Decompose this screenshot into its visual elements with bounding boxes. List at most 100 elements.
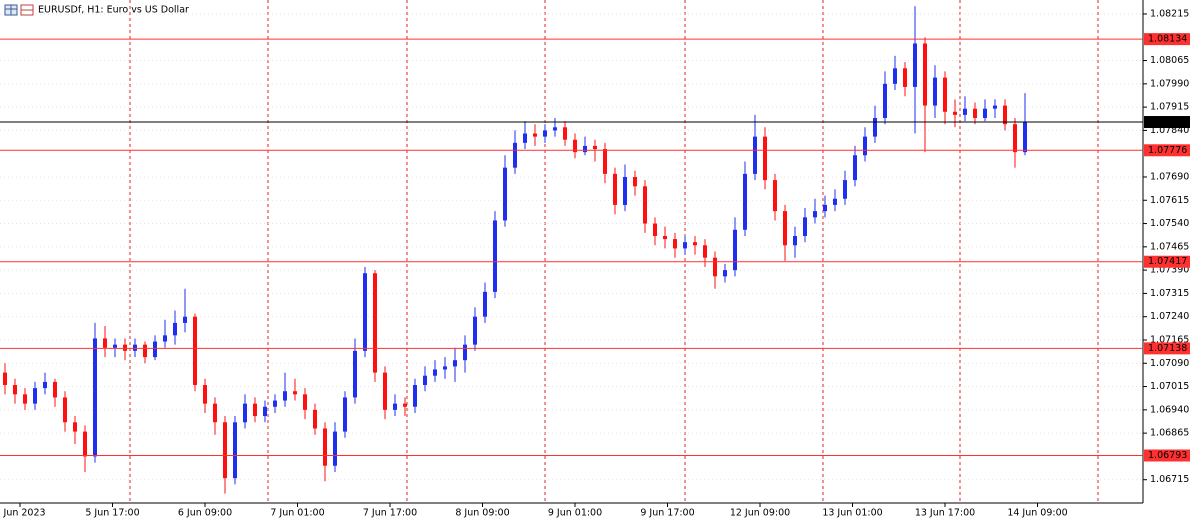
candle-body [703, 245, 707, 258]
candle-body [253, 403, 257, 417]
candle-body [623, 176, 627, 205]
candle-body [523, 133, 527, 143]
candle-body [173, 322, 177, 336]
price-level-box [1144, 144, 1190, 157]
candle-body [263, 406, 267, 417]
candle-body [843, 180, 847, 199]
candle-body [933, 77, 937, 106]
candle-body [273, 400, 277, 407]
candle-body [1013, 124, 1017, 153]
candle-body [643, 186, 647, 224]
candle-body [883, 83, 887, 118]
candle-body [123, 344, 127, 351]
candle-body [23, 394, 27, 404]
candle-body [323, 428, 327, 466]
y-tick-label: 1.07540 [1150, 218, 1189, 229]
candle-body [743, 173, 747, 230]
candle-body [553, 127, 557, 131]
x-tick-label: 8 Jun 09:00 [455, 508, 509, 519]
candle-body [3, 372, 7, 386]
candle-body [423, 375, 427, 386]
y-tick-label: 1.08065 [1150, 55, 1189, 66]
candle-body [583, 145, 587, 153]
candle-body [573, 139, 577, 153]
candle-body [793, 235, 797, 246]
candle-body [1023, 122, 1027, 153]
y-tick-label: 1.07990 [1150, 78, 1189, 89]
price-level-label: 1.07867 [1148, 117, 1187, 128]
y-tick-label: 1.07465 [1150, 241, 1189, 252]
candle-body [953, 111, 957, 115]
candle-body [813, 211, 817, 218]
y-tick-label: 1.07015 [1150, 381, 1189, 392]
candle-body [443, 366, 447, 370]
x-tick-label: 5 Jun 17:00 [85, 508, 139, 519]
x-tick-label: 6 Jun 09:00 [178, 508, 232, 519]
candle-body [733, 229, 737, 271]
candle-body [853, 155, 857, 181]
candle-body [293, 391, 297, 395]
candle-body [453, 360, 457, 367]
candle-body [983, 108, 987, 118]
candle-body [693, 242, 697, 246]
candle-body [233, 422, 237, 479]
candle-body [753, 136, 757, 174]
candle-body [243, 403, 247, 423]
candle-body [663, 235, 667, 240]
y-tick-label: 1.07690 [1150, 171, 1189, 182]
candle-body [163, 335, 167, 342]
y-tick-label: 1.07090 [1150, 358, 1189, 369]
candle-body [1003, 105, 1007, 125]
candle-body [823, 204, 827, 212]
candle-body [923, 43, 927, 106]
candle-body [343, 397, 347, 432]
candle-body [393, 403, 397, 410]
plot-area [0, 0, 1143, 503]
x-tick-label: 12 Jun 09:00 [730, 508, 790, 519]
y-tick-label: 1.07915 [1150, 102, 1189, 113]
x-tick-label: 9 Jun 01:00 [548, 508, 602, 519]
candle-body [633, 176, 637, 187]
price-level-box [1144, 116, 1190, 129]
candle-body [433, 369, 437, 376]
candle-body [113, 344, 117, 348]
y-tick-label: 1.07165 [1150, 334, 1189, 345]
price-level-box [1144, 33, 1190, 46]
candle-body [723, 270, 727, 277]
candle-body [383, 372, 387, 410]
chart-layer [0, 6, 1143, 494]
candle-body [373, 273, 377, 373]
candle-body [183, 316, 187, 323]
candle-body [913, 43, 917, 87]
candle-body [403, 403, 407, 407]
candle-body [413, 385, 417, 407]
candle-body [683, 242, 687, 249]
candle-body [833, 198, 837, 205]
y-tick-label: 1.07315 [1150, 288, 1189, 299]
candle-body [473, 316, 477, 345]
candle-body [483, 291, 487, 317]
candle-body [213, 403, 217, 423]
candle-body [13, 385, 17, 395]
chart-title: EURUSDf, H1: Euro vs US Dollar [38, 5, 189, 16]
candle-body [713, 257, 717, 277]
candle-body [893, 68, 897, 84]
candle-body [543, 130, 547, 137]
y-tick-label: 1.06715 [1150, 474, 1189, 485]
candle-body [143, 344, 147, 358]
candle-body [153, 341, 157, 358]
candle-body [333, 431, 337, 466]
price-level-label: 1.07417 [1148, 256, 1187, 267]
x-tick-label: 13 Jun 17:00 [915, 508, 975, 519]
candle-body [963, 108, 967, 115]
y-tick-label: 1.07840 [1150, 125, 1189, 136]
candle-body [563, 127, 567, 140]
candle-body [43, 381, 47, 389]
candle-body [223, 422, 227, 479]
candle-body [33, 388, 37, 404]
candle-body [103, 338, 107, 348]
candle-body [283, 391, 287, 401]
candle-body [613, 173, 617, 205]
candle-body [863, 136, 867, 156]
candle-body [903, 68, 907, 87]
